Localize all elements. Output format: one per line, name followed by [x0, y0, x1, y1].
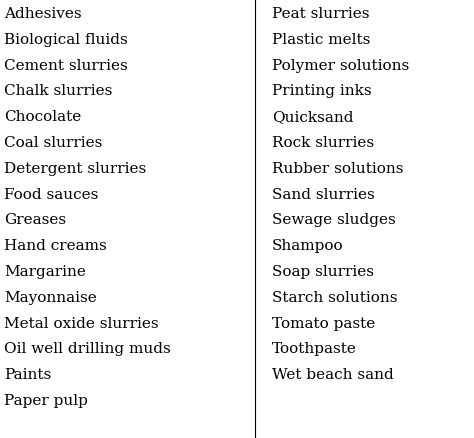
Text: Sewage sludges: Sewage sludges [272, 213, 396, 227]
Text: Toothpaste: Toothpaste [272, 342, 357, 356]
Text: Margarine: Margarine [4, 265, 86, 279]
Text: Shampoo: Shampoo [272, 239, 344, 253]
Text: Food sauces: Food sauces [4, 187, 99, 201]
Text: Oil well drilling muds: Oil well drilling muds [4, 342, 171, 356]
Text: Sand slurries: Sand slurries [272, 187, 375, 201]
Text: Tomato paste: Tomato paste [272, 316, 375, 330]
Text: Chalk slurries: Chalk slurries [4, 84, 112, 98]
Text: Wet beach sand: Wet beach sand [272, 367, 394, 381]
Text: Mayonnaise: Mayonnaise [4, 290, 97, 304]
Text: Chocolate: Chocolate [4, 110, 81, 124]
Text: Metal oxide slurries: Metal oxide slurries [4, 316, 159, 330]
Text: Polymer solutions: Polymer solutions [272, 58, 409, 72]
Text: Peat slurries: Peat slurries [272, 7, 370, 21]
Text: Quicksand: Quicksand [272, 110, 354, 124]
Text: Greases: Greases [4, 213, 66, 227]
Text: Biological fluids: Biological fluids [4, 33, 128, 47]
Text: Paper pulp: Paper pulp [4, 393, 88, 407]
Text: Rubber solutions: Rubber solutions [272, 162, 403, 175]
Text: Plastic melts: Plastic melts [272, 33, 370, 47]
Text: Paints: Paints [4, 367, 51, 381]
Text: Soap slurries: Soap slurries [272, 265, 374, 279]
Text: Adhesives: Adhesives [4, 7, 82, 21]
Text: Coal slurries: Coal slurries [4, 136, 102, 150]
Text: Printing inks: Printing inks [272, 84, 372, 98]
Text: Detergent slurries: Detergent slurries [4, 162, 146, 175]
Text: Cement slurries: Cement slurries [4, 58, 128, 72]
Text: Rock slurries: Rock slurries [272, 136, 374, 150]
Text: Hand creams: Hand creams [4, 239, 107, 253]
Text: Starch solutions: Starch solutions [272, 290, 398, 304]
